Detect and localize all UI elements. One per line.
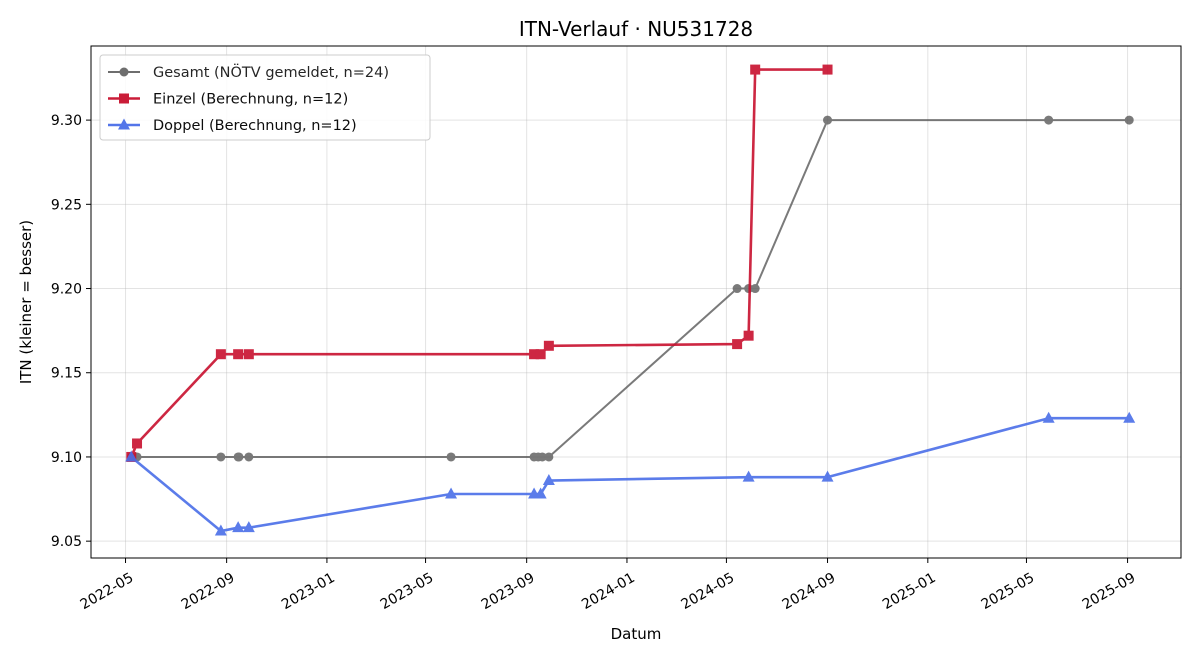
data-point-einzel [732, 339, 743, 350]
legend-label: Doppel (Berechnung, n=12) [153, 118, 357, 134]
legend-marker [119, 67, 129, 77]
legend-marker [119, 93, 129, 104]
data-point-einzel [743, 330, 754, 341]
legend: Gesamt (NÖTV gemeldet, n=24) Einzel (Bere… [99, 54, 431, 141]
y-tick-label: 9.10 [51, 450, 82, 466]
data-point-doppel [821, 470, 834, 482]
data-point-doppel [125, 450, 138, 462]
series-layer [125, 64, 1136, 536]
y-axis: 9.05 9.10 9.15 9.20 9.25 9.30 [51, 113, 91, 550]
series-doppel [125, 411, 1136, 536]
data-point-gesamt [750, 284, 760, 294]
data-point-gesamt [234, 452, 244, 462]
legend-marker [118, 118, 130, 130]
y-axis-label: ITN (kleiner = besser) [17, 220, 35, 384]
x-tick-label: 2024-05 [679, 570, 738, 613]
x-tick-label: 2022-05 [78, 570, 137, 613]
x-tick-label: 2024-09 [780, 570, 839, 613]
data-point-gesamt [537, 452, 547, 462]
data-point-einzel [243, 349, 254, 360]
data-point-einzel [132, 438, 143, 449]
data-point-gesamt [823, 115, 833, 125]
x-tick-label: 2024-01 [579, 570, 638, 613]
data-point-einzel [543, 340, 554, 351]
data-point-doppel [445, 487, 458, 499]
y-tick-label: 9.30 [51, 113, 82, 129]
data-point-einzel [535, 349, 546, 360]
legend-entry-einzel: Einzel (Berechnung, n=12) [108, 92, 348, 108]
x-tick-label: 2025-01 [880, 570, 939, 613]
x-tick-label: 2022-09 [179, 570, 238, 613]
legend-entry-doppel: Doppel (Berechnung, n=12) [108, 118, 357, 134]
data-point-gesamt [544, 452, 554, 462]
data-point-doppel [242, 521, 255, 533]
x-tick-label: 2025-09 [1080, 570, 1139, 613]
data-point-gesamt [244, 452, 254, 462]
data-point-gesamt [732, 284, 742, 294]
data-point-doppel [542, 474, 555, 486]
plot-frame [90, 45, 1182, 559]
legend-label: Gesamt (NÖTV gemeldet, n=24) [153, 63, 389, 81]
data-point-doppel [1123, 411, 1136, 423]
chart-title: ITN-Verlauf · NU531728 [519, 17, 753, 41]
y-tick-label: 9.15 [51, 366, 82, 382]
x-axis: 2022-05 2022-09 2023-01 2023-05 2023-09 2024-… [78, 558, 1139, 613]
data-point-doppel [232, 521, 245, 533]
data-point-einzel [529, 349, 540, 360]
x-tick-label: 2023-01 [279, 570, 338, 613]
y-tick-label: 9.05 [51, 534, 82, 550]
data-point-doppel [1042, 411, 1055, 423]
data-point-gesamt [1124, 115, 1134, 125]
data-point-doppel [534, 487, 547, 499]
legend-entry-gesamt: Gesamt (NÖTV gemeldet, n=24) [108, 63, 389, 81]
data-point-einzel [822, 64, 833, 75]
y-tick-label: 9.20 [51, 282, 82, 298]
data-point-gesamt [446, 452, 456, 462]
data-point-doppel [742, 470, 755, 482]
legend-frame [99, 54, 431, 141]
data-point-gesamt [216, 452, 226, 462]
data-point-gesamt [1044, 115, 1054, 125]
data-point-einzel [215, 349, 226, 360]
grid [91, 46, 1181, 558]
x-axis-label: Datum [611, 625, 662, 643]
series-line-doppel [130, 416, 1130, 533]
data-point-einzel [750, 64, 761, 75]
legend-label: Einzel (Berechnung, n=12) [153, 92, 348, 108]
x-tick-label: 2025-05 [979, 570, 1038, 613]
y-tick-label: 9.25 [51, 197, 82, 213]
x-tick-label: 2023-05 [378, 570, 437, 613]
data-point-einzel [233, 349, 244, 360]
data-point-doppel [214, 524, 227, 536]
x-tick-label: 2023-09 [479, 570, 538, 613]
